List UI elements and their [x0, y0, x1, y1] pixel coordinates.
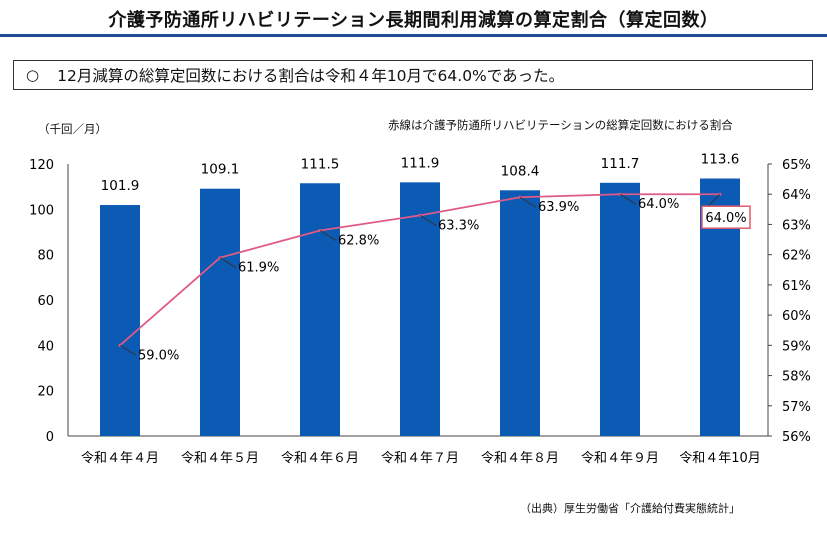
right-tick-label: 63%: [782, 218, 811, 233]
bar: [400, 182, 440, 436]
left-tick-label: 80: [37, 249, 54, 264]
highlight-label-box: [701, 205, 751, 229]
right-tick-label: 61%: [782, 279, 811, 294]
bar: [100, 205, 140, 436]
x-tick-label: 令和４年４月: [81, 451, 159, 466]
bar-value-label: 101.9: [101, 178, 140, 194]
ratio-value-label: 64.0%: [705, 211, 746, 226]
right-tick-label: 62%: [782, 249, 811, 264]
bar-value-label: 113.6: [701, 152, 740, 168]
bar-value-label: 111.9: [401, 155, 440, 171]
x-tick-label: 令和４年10月: [679, 451, 761, 466]
left-tick-label: 120: [29, 158, 54, 173]
right-tick-label: 59%: [782, 339, 811, 354]
x-tick-label: 令和４年８月: [481, 451, 559, 466]
right-tick-label: 65%: [782, 158, 811, 173]
x-tick-label: 令和４年７月: [381, 451, 459, 466]
label-leader-line: [219, 257, 237, 269]
right-tick-label: 56%: [782, 430, 811, 445]
summary-text: 12月減算の総算定回数における割合は令和４年10月で64.0%であった。: [57, 67, 565, 85]
bar: [500, 190, 540, 436]
summary-box: ○ 12月減算の総算定回数における割合は令和４年10月で64.0%であった。: [13, 60, 813, 90]
label-leader-line: [707, 193, 721, 207]
left-tick-label: 100: [29, 203, 54, 218]
ratio-value-label: 64.0%: [638, 197, 679, 212]
label-leader-line: [119, 344, 137, 356]
ratio-value-label: 63.9%: [538, 200, 579, 215]
ratio-value-label: 59.0%: [138, 348, 179, 363]
left-tick-label: 20: [37, 385, 54, 400]
bar: [200, 188, 240, 436]
x-tick-label: 令和４年６月: [281, 451, 359, 466]
left-tick-label: 60: [37, 294, 54, 309]
right-tick-label: 57%: [782, 400, 811, 415]
right-tick-label: 60%: [782, 309, 811, 324]
bar-value-label: 109.1: [201, 162, 240, 178]
page-title: 介護予防通所リハビリテーション長期間利用減算の算定割合（算定回数）: [108, 10, 719, 31]
right-tick-label: 64%: [782, 188, 811, 203]
bar: [300, 183, 340, 436]
ratio-value-label: 62.8%: [338, 233, 379, 248]
ratio-value-label: 61.9%: [238, 261, 279, 276]
bar-value-label: 111.7: [601, 156, 640, 172]
bar: [600, 182, 640, 436]
label-leader-line: [319, 230, 337, 241]
bar-value-label: 111.5: [301, 156, 340, 172]
bar-value-label: 108.4: [501, 163, 540, 179]
source-note: （出典）厚生労働省「介護給付費実態統計」: [520, 502, 740, 515]
label-leader-line: [619, 193, 637, 205]
x-tick-label: 令和４年５月: [181, 451, 259, 466]
left-tick-label: 40: [37, 339, 54, 354]
label-leader-line: [419, 214, 437, 226]
left-tick-label: 0: [46, 430, 54, 445]
bullet-circle-icon: ○: [26, 66, 40, 84]
label-leader-line: [519, 196, 537, 208]
line-legend-note: 赤線は介護予防通所リハビリテーションの総算定回数における割合: [388, 118, 733, 132]
title-divider: [0, 34, 827, 37]
right-tick-label: 58%: [782, 370, 811, 385]
ratio-value-label: 63.3%: [438, 218, 479, 233]
y-axis-unit-label: （千回／月）: [38, 122, 107, 136]
x-tick-label: 令和４年９月: [581, 451, 659, 466]
